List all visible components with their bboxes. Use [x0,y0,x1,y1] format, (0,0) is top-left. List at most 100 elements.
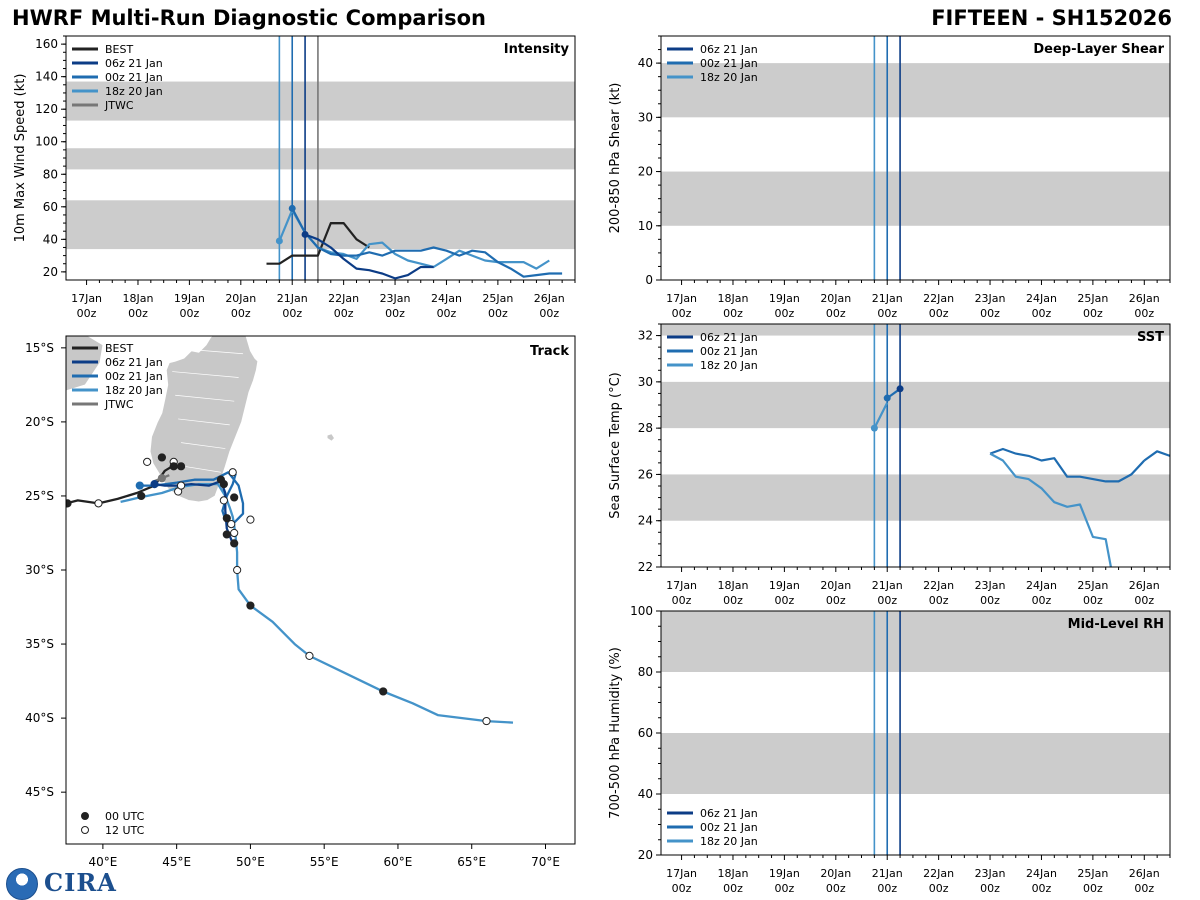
x-tick-hour: 00z [1083,594,1103,607]
threshold-band [661,171,1170,226]
x-tick-day: 17Jan [666,579,697,592]
legend-label: 18z 20 Jan [105,384,163,397]
y-tick-label: 10 [638,219,653,233]
y-axis-label: 700-500 hPa Humidity (%) [608,647,623,819]
track-position-marker [230,493,239,502]
axes-frame [65,335,576,845]
x-tick-hour: 00z [282,307,302,320]
x-tick-day: 23Jan [380,292,411,305]
panel-title: Deep-Layer Shear [1033,42,1164,57]
y-tick-label: 140 [35,70,58,84]
x-tick-hour: 00z [980,594,1000,607]
x-tick-hour: 00z [980,882,1000,895]
y-tick-label: 20 [638,165,653,179]
panel-rh: 20 40 60 80 100 17Jan 00z 18Jan 00z 19Jan 00z 20Jan… [608,604,1171,895]
track-position-marker [176,481,186,490]
series-line-run00z [1143,450,1170,462]
track-position-marker [219,496,228,505]
land-reunion [326,433,336,442]
panel-intensity: 20 40 60 80 100 120 140 160 17Jan 00z 18Jan 00z 19Ja… [13,35,576,320]
y-tick-label: 30 [638,110,653,124]
y-tick-label: 160 [35,37,58,51]
admin-boundary [183,465,221,473]
y-axis-label: Sea Surface Temp (°C) [608,372,623,519]
x-tick-day: 20Jan [820,579,851,592]
legend-label: 00z 21 Jan [700,345,758,358]
x-tick-hour: 00z [826,882,846,895]
init-marker [288,204,296,212]
x-tick-hour: 00z [672,882,692,895]
lon-tick-label: 70°E [531,855,560,869]
x-tick-hour: 00z [1134,594,1154,607]
x-tick-hour: 00z [77,307,97,320]
marker-legend-label: 00 UTC [105,810,145,823]
x-tick-day: 26Jan [1129,292,1160,305]
track-position-marker [135,481,144,490]
y-tick-label: 100 [630,604,653,618]
lon-tick-label: 50°E [236,855,265,869]
x-tick-day: 21Jan [277,292,308,305]
legend-label: 06z 21 Jan [105,57,163,70]
x-tick-day: 20Jan [820,867,851,880]
x-tick-day: 22Jan [923,579,954,592]
legend-label: 00z 21 Jan [105,71,163,84]
x-tick-day: 18Jan [717,292,748,305]
track-position-marker [233,565,242,575]
series-line-run00z [989,447,1146,483]
legend-label: 00z 21 Jan [105,370,163,383]
x-tick-day: 24Jan [1026,579,1057,592]
panel-shear: 0 10 20 30 40 17Jan 00z 18Jan 00z 19Jan 00z 20Jan 00… [608,35,1171,320]
x-tick-hour: 00z [775,307,795,320]
y-tick-label: 28 [638,421,653,435]
lat-tick-label: 40°S [25,711,54,725]
x-tick-day: 23Jan [975,579,1006,592]
x-tick-day: 24Jan [431,292,462,305]
y-tick-label: 24 [638,514,653,528]
plot-area-rh [661,611,1170,855]
series-line-run18z [873,402,889,429]
panel-title: Intensity [504,42,570,57]
threshold-band [661,611,1170,672]
figure-title: HWRF Multi-Run Diagnostic Comparison [12,6,487,30]
x-tick-day: 23Jan [975,867,1006,880]
legend-label: 00z 21 Jan [700,57,758,70]
lon-tick-label: 65°E [457,855,486,869]
y-tick-label: 80 [638,665,653,679]
x-tick-day: 17Jan [666,292,697,305]
x-tick-hour: 00z [488,307,508,320]
x-tick-hour: 00z [437,307,457,320]
lat-tick-label: 25°S [25,489,54,503]
lon-tick-label: 55°E [310,855,339,869]
x-tick-day: 24Jan [1026,292,1057,305]
x-tick-day: 23Jan [975,292,1006,305]
x-tick-day: 19Jan [174,292,205,305]
track-position-marker [176,462,186,471]
y-tick-label: 20 [638,848,653,862]
legend-label: 00z 21 Jan [700,821,758,834]
track-position-marker [305,651,314,661]
track-position-marker [169,462,178,471]
x-tick-day: 24Jan [1026,867,1057,880]
legend-label: 18z 20 Jan [700,835,758,848]
x-tick-day: 25Jan [1077,579,1108,592]
threshold-band [661,733,1170,794]
panel-sst: 22 24 26 28 30 32 17Jan 00z 18Jan 00z 19Jan 00z 20Ja… [608,323,1171,607]
x-tick-hour: 00z [128,307,148,320]
panel-track: 40°E 45°E 50°E 55°E 60°E 65°E 70°E 15°S 20°S 25°S… [25,335,576,869]
land-madagascar [149,336,259,503]
init-marker [301,230,309,238]
y-tick-label: 60 [638,726,653,740]
y-tick-label: 26 [638,467,653,481]
x-tick-day: 19Jan [769,867,800,880]
threshold-band [66,81,575,121]
cira-logo: CIRA [4,866,117,900]
x-tick-hour: 00z [539,307,559,320]
legend-label: 06z 21 Jan [700,331,758,344]
threshold-band [661,324,1170,336]
cira-logo-text: CIRA [44,868,117,897]
x-tick-hour: 00z [877,594,897,607]
x-tick-hour: 00z [672,594,692,607]
y-tick-label: 32 [638,329,653,343]
y-tick-label: 100 [35,135,58,149]
y-tick-label: 22 [638,560,653,574]
